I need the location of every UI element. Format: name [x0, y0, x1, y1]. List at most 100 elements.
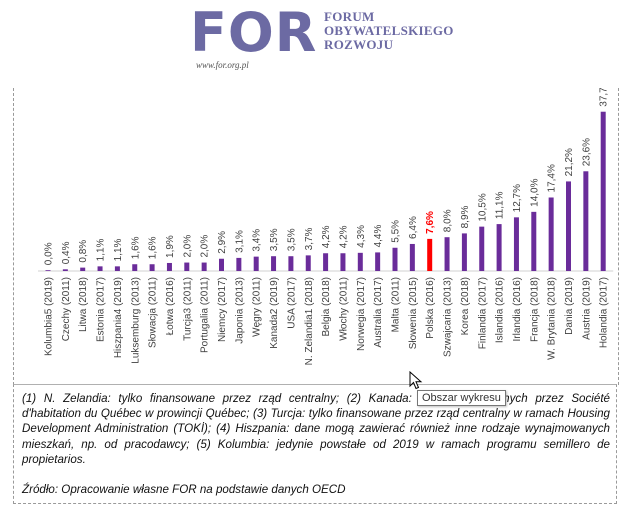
- logo-line-3: ROZWOJU: [324, 37, 394, 52]
- category-label: Portugalia (2011): [200, 277, 211, 353]
- bar[interactable]: [271, 256, 277, 271]
- data-label: 0,8%: [78, 240, 89, 263]
- bar[interactable]: [479, 226, 485, 271]
- bar-chart[interactable]: 0,0% Kolumbia5 (2019) 0,4% Czechy (2011) 0,8…: [14, 88, 618, 385]
- bar[interactable]: [323, 253, 329, 271]
- category-label: Australia (2017): [373, 277, 384, 348]
- category-label: Włochy (2011): [338, 277, 349, 341]
- bar[interactable]: [566, 181, 571, 271]
- bar[interactable]: [62, 269, 68, 271]
- category-label: Malta (2011): [391, 277, 402, 332]
- category-label: Luksemburg (2013): [130, 277, 141, 364]
- category-label: Estonia (2017): [96, 277, 107, 342]
- data-label: 11,1%: [495, 191, 506, 219]
- bar[interactable]: [461, 233, 467, 271]
- data-label: 3,5%: [286, 228, 297, 251]
- bar[interactable]: [340, 253, 346, 271]
- category-label: Holandia (2017): [599, 277, 610, 348]
- bar[interactable]: [253, 256, 259, 271]
- data-label: 4,2%: [338, 225, 349, 248]
- bar[interactable]: [80, 267, 86, 271]
- bar[interactable]: [97, 266, 103, 271]
- category-label: USA (2017): [286, 277, 297, 329]
- category-label: Austria (2019): [581, 277, 592, 340]
- category-label: Słowacja (2011): [148, 277, 159, 348]
- logo-name: FORUM OBYWATELSKIEGO ROZWOJU: [324, 10, 454, 52]
- category-label: Kolumbia5 (2019): [44, 277, 55, 356]
- bar[interactable]: [427, 238, 433, 271]
- chart-area[interactable]: 0,0% Kolumbia5 (2019) 0,4% Czechy (2011) 0,8…: [13, 88, 619, 385]
- data-label: 6,4%: [408, 216, 419, 239]
- bar[interactable]: [236, 257, 242, 271]
- data-label: 1,6%: [130, 236, 141, 259]
- category-label: Korea (2018): [460, 277, 471, 335]
- bar[interactable]: [132, 264, 138, 271]
- data-label: 2,9%: [217, 231, 228, 254]
- source-text: Źródło: Opracowanie własne FOR na podsta…: [22, 483, 346, 496]
- category-label: Niemcy (2017): [217, 277, 228, 342]
- category-label: Turcja3 (2011): [182, 277, 193, 341]
- data-label: 8,0%: [443, 209, 454, 232]
- category-label: Węgry (2011): [252, 277, 263, 337]
- data-label: 4,2%: [321, 225, 332, 248]
- data-label: 3,4%: [252, 229, 263, 252]
- bar[interactable]: [149, 264, 155, 271]
- bar[interactable]: [184, 262, 190, 271]
- data-label: 37,7%: [599, 88, 610, 107]
- category-label: Szwajcaria (2013): [443, 277, 454, 357]
- notes-box: (1) N. Zelandia: tylko finansowane przez…: [13, 384, 617, 504]
- bar[interactable]: [357, 252, 363, 271]
- mouse-cursor-icon: [409, 371, 423, 390]
- logo-line-1: FORUM: [324, 9, 375, 24]
- category-label: Litwa (2018): [78, 277, 89, 332]
- data-label: 7,6%: [425, 211, 436, 234]
- data-label: 12,7%: [512, 184, 523, 212]
- bar[interactable]: [409, 243, 415, 271]
- category-label: Hiszpania4 (2019): [113, 277, 124, 358]
- data-label: 3,1%: [234, 230, 245, 253]
- bar[interactable]: [201, 262, 207, 271]
- data-label: 1,1%: [113, 238, 124, 261]
- bar[interactable]: [496, 224, 502, 271]
- bar[interactable]: [600, 111, 606, 271]
- notes-text: (1) N. Zelandia: tylko finansowane przez…: [22, 392, 610, 466]
- bar[interactable]: [392, 247, 398, 271]
- category-label: Czechy (2011): [61, 277, 72, 341]
- category-label: Polska (2016): [425, 277, 436, 339]
- data-label: 17,4%: [547, 164, 558, 192]
- bar[interactable]: [513, 217, 519, 271]
- data-label: 4,3%: [356, 225, 367, 248]
- bar[interactable]: [305, 255, 311, 271]
- data-label: 0,0%: [44, 242, 55, 265]
- data-label: 0,4%: [61, 241, 72, 264]
- logo-line-2: OBYWATELSKIEGO: [324, 23, 454, 38]
- category-label: Słowenia (2015): [408, 277, 419, 349]
- bar[interactable]: [583, 171, 589, 271]
- data-label: 1,1%: [96, 238, 107, 261]
- bar[interactable]: [548, 197, 554, 271]
- bar[interactable]: [288, 256, 294, 271]
- bar[interactable]: [375, 252, 381, 271]
- chart-area-tooltip: Obszar wykresu: [417, 390, 506, 406]
- bar[interactable]: [166, 262, 172, 271]
- bar[interactable]: [45, 270, 51, 271]
- logo-mark: FOR: [190, 1, 318, 64]
- data-label: 14,0%: [529, 178, 540, 206]
- bar[interactable]: [114, 266, 120, 271]
- data-label: 5,5%: [391, 220, 402, 243]
- data-label: 1,9%: [165, 235, 176, 258]
- category-label: Dania (2019): [564, 277, 575, 335]
- bar[interactable]: [531, 211, 537, 271]
- category-label: Łotwa (2016): [165, 277, 176, 335]
- bar[interactable]: [444, 237, 450, 271]
- category-label: Francja (2018): [529, 277, 540, 342]
- data-label: 21,2%: [564, 148, 575, 176]
- category-label: Belgia (2018): [321, 277, 332, 336]
- data-label: 2,0%: [182, 235, 193, 258]
- category-label: Japonia (2013): [234, 277, 245, 344]
- category-label: Norwegia (2017): [356, 277, 367, 351]
- logo-url: www.for.org.pl: [196, 60, 249, 70]
- bar[interactable]: [219, 258, 224, 271]
- category-label: Kanada2 (2019): [269, 277, 280, 349]
- category-label: W. Brytania (2018): [547, 277, 558, 360]
